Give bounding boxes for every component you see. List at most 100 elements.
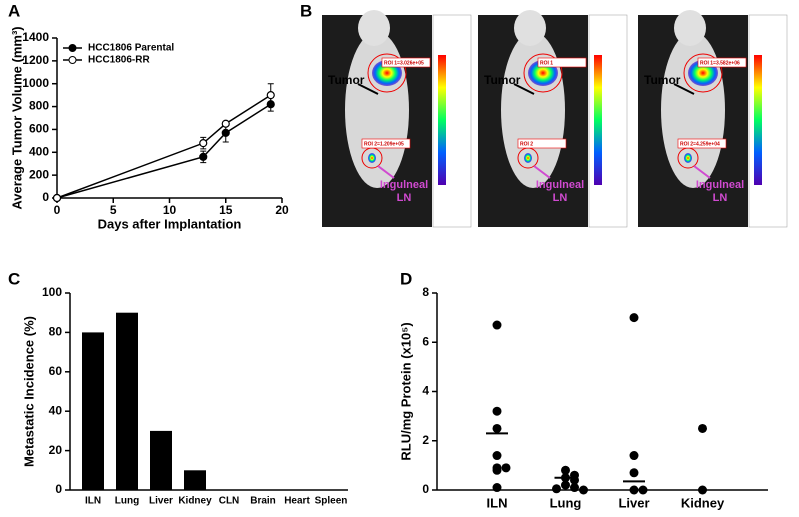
ln-label: Ingulneal: [380, 179, 428, 191]
dot: [698, 423, 707, 433]
bar: [82, 332, 104, 490]
ln-signal: [368, 153, 376, 163]
dot: [492, 465, 502, 475]
roi-circle: [683, 53, 723, 93]
x-tick-label: ILN: [85, 496, 101, 507]
x-tick-label: Liver: [618, 495, 649, 510]
dot: [638, 485, 648, 495]
y-tick-label: 4: [422, 384, 429, 398]
roi-label: ROI 2=4.259e+04: [680, 141, 720, 147]
arrow: [513, 83, 535, 95]
arrow: [533, 165, 551, 179]
arrow: [357, 83, 379, 95]
dot: [570, 483, 579, 493]
bar: [150, 430, 172, 490]
roi-label: ROI 2: [520, 141, 533, 147]
dot: [561, 465, 570, 475]
y-tick-label: 1400: [22, 30, 49, 44]
legend-label: HCC1806-RR: [88, 55, 150, 66]
y-tick-label: 2: [422, 433, 429, 447]
mouse-head: [674, 10, 706, 46]
dot: [492, 320, 502, 330]
mouse-body: [661, 32, 725, 188]
y-tick-label: 80: [49, 325, 63, 339]
line: [56, 103, 272, 199]
roi-label: ROI 1=3.026e+05: [384, 60, 424, 66]
marker: [199, 152, 208, 161]
y-tick-label: 60: [49, 364, 63, 378]
x-tick-label: Heart: [284, 496, 310, 507]
ln-signal: [524, 153, 532, 163]
y-tick-label: 6: [422, 334, 429, 348]
mouse-head: [514, 10, 546, 46]
dot: [501, 463, 511, 473]
dot: [492, 483, 502, 493]
roi-box: [537, 57, 587, 68]
roi-box: [517, 138, 567, 149]
mouse-head: [358, 10, 390, 46]
y-tick-label: 20: [49, 443, 63, 457]
dot: [698, 485, 707, 495]
y-tick-label: 1000: [22, 76, 49, 90]
ln-label: LN: [713, 192, 728, 204]
y-tick-label: 200: [29, 167, 49, 181]
legend-marker: [68, 56, 77, 64]
dot: [629, 313, 639, 323]
marker: [221, 119, 230, 128]
y-axis-label: Average Tumor Volume (mm³): [9, 26, 24, 209]
marker: [266, 91, 275, 100]
marker: [221, 128, 230, 137]
dot: [629, 468, 639, 478]
dot: [561, 480, 570, 490]
y-axis-label: RLU/mg Protein (x10⁵): [398, 322, 413, 460]
ln-label: Ingulneal: [696, 179, 744, 191]
tumor-label: Tumor: [644, 73, 681, 87]
mouse-body: [501, 32, 565, 188]
x-tick-label: 5: [110, 203, 117, 217]
ln-signal: [684, 153, 692, 163]
line: [56, 94, 272, 199]
x-tick-label: Liver: [149, 496, 173, 507]
dot: [552, 484, 561, 494]
legend-marker: [68, 44, 77, 52]
y-tick-label: 1200: [22, 53, 49, 67]
colorbar-panel: [748, 14, 788, 228]
y-tick-label: 600: [29, 122, 49, 136]
x-tick-label: 20: [275, 203, 289, 217]
colorbar: [754, 55, 762, 185]
x-tick-label: Lung: [550, 495, 582, 510]
roi-circle: [367, 53, 407, 93]
legend-label: HCC1806 Parental: [88, 43, 174, 54]
arrow: [377, 165, 395, 179]
y-axis-label: Metastatic Incidence (%): [21, 316, 36, 467]
roi-box: [677, 138, 727, 149]
y-tick-label: 0: [42, 190, 49, 204]
panel-label: D: [400, 269, 412, 288]
panel-label: A: [8, 1, 20, 20]
bar: [116, 312, 138, 490]
arrow: [673, 83, 695, 95]
y-tick-label: 0: [422, 482, 429, 496]
arrow: [693, 165, 711, 179]
roi-label: ROI 1: [540, 60, 553, 66]
x-tick-label: ILN: [487, 495, 508, 510]
y-tick-label: 800: [29, 99, 49, 113]
dot: [492, 451, 502, 461]
marker: [52, 193, 62, 203]
x-tick-label: 10: [163, 203, 177, 217]
panel-label: B: [300, 1, 312, 20]
roi-box: [361, 138, 411, 149]
x-tick-label: Spleen: [315, 496, 348, 507]
y-tick-label: 0: [55, 482, 62, 496]
roi-circle: [523, 53, 563, 93]
y-tick-label: 100: [42, 285, 62, 299]
dot: [492, 406, 502, 416]
x-tick-label: Kidney: [178, 496, 212, 507]
ln-label: Ingulneal: [536, 179, 584, 191]
dot: [629, 485, 639, 495]
bar: [184, 470, 206, 490]
marker: [199, 139, 208, 148]
x-tick-label: 15: [219, 203, 233, 217]
